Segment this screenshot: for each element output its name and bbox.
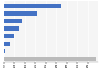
- Bar: [4, 34, 14, 38]
- Bar: [4, 19, 22, 23]
- Bar: [4, 26, 19, 31]
- Bar: [4, 57, 96, 61]
- Bar: [4, 11, 37, 16]
- Bar: [4, 49, 5, 53]
- Bar: [4, 42, 10, 46]
- Bar: [4, 4, 61, 8]
